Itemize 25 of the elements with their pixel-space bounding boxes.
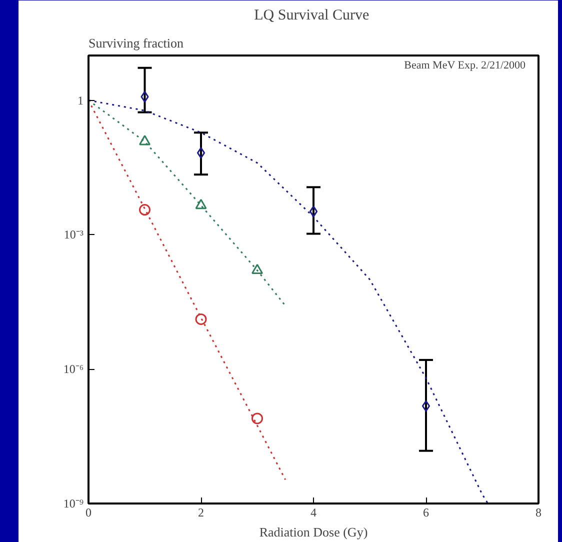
x-tick-label: 4 bbox=[310, 506, 316, 520]
point bbox=[140, 91, 149, 103]
point bbox=[195, 198, 207, 210]
line-series bbox=[88, 100, 286, 306]
point bbox=[139, 204, 150, 216]
y-tick-label: 10⁻³ bbox=[64, 228, 84, 242]
x-axis-title: Radiation Dose (Gy) bbox=[259, 524, 368, 540]
x-tick-label: 0 bbox=[86, 506, 92, 520]
point bbox=[422, 400, 430, 412]
point bbox=[252, 412, 263, 424]
point bbox=[139, 135, 150, 146]
y-axis-title: Surviving fraction bbox=[88, 36, 184, 50]
y-tick-label: 1 bbox=[78, 93, 84, 108]
y-tick-label: 10⁻⁶ bbox=[63, 362, 84, 376]
x-tick-label: 6 bbox=[423, 506, 429, 520]
x-tick-label: 2 bbox=[198, 506, 204, 520]
point bbox=[252, 264, 263, 274]
point bbox=[309, 206, 318, 218]
point bbox=[196, 147, 206, 159]
y-tick-label: 10⁻⁹ bbox=[63, 496, 84, 510]
x-tick-label: 8 bbox=[536, 506, 542, 520]
point bbox=[195, 313, 207, 325]
line-series bbox=[88, 100, 489, 504]
chart-title: LQ Survival Curve bbox=[254, 8, 370, 24]
annotation: Beam MeV Exp. 2/21/2000 bbox=[404, 60, 526, 72]
